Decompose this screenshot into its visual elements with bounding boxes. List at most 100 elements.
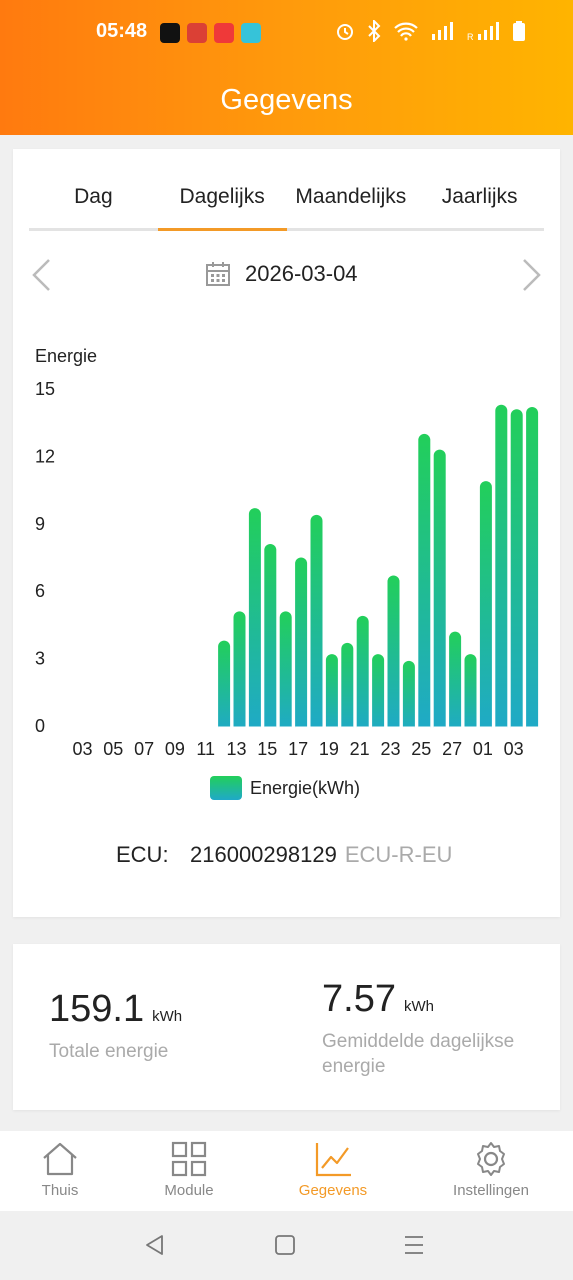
todoist-icon (187, 23, 207, 43)
bar-base-mask (279, 726, 292, 735)
nav-label: Instellingen (453, 1182, 529, 1199)
ecu-model: ECU-R-EU (344, 842, 453, 867)
alarm-icon (337, 24, 353, 40)
home-button-icon[interactable] (274, 1233, 296, 1257)
tab-maandelijks[interactable]: Maandelijks (287, 179, 416, 228)
bereal-icon (160, 23, 180, 43)
x-tick-label: 27 (442, 739, 462, 759)
grid-icon (171, 1141, 207, 1177)
bar-17[interactable] (295, 557, 308, 733)
status-bar: 05:48 R (0, 14, 573, 50)
ecu-id: 216000298129 (190, 842, 337, 867)
x-tick-label: 03 (504, 739, 524, 759)
bar-04[interactable] (526, 406, 539, 732)
ecu-info: ECU: 216000298129 ECU-R-EU (116, 842, 452, 868)
stats-card: 159.1 kWh Totale energie 7.57 kWh Gemiddel… (13, 944, 560, 1110)
nav-item-instellingen[interactable]: Instellingen (426, 1131, 556, 1211)
average-energy-unit: kWh (403, 998, 434, 1015)
bar-13[interactable] (233, 611, 246, 732)
selected-date: 2026-03-04 (245, 261, 358, 286)
bar-12[interactable] (218, 640, 231, 732)
tab-label: Dag (74, 185, 113, 208)
average-energy-value: 7.57 (322, 978, 396, 1020)
page-title: Gegevens (220, 84, 353, 116)
bar-02[interactable] (495, 404, 508, 732)
bar-21[interactable] (356, 615, 369, 732)
total-energy-stat: 159.1 kWh Totale energie (49, 988, 182, 1064)
bar-base-mask (218, 726, 231, 735)
home-icon (43, 1142, 77, 1176)
vivaldi-icon (214, 23, 234, 43)
x-tick-label: 05 (103, 739, 123, 759)
bar-03[interactable] (510, 409, 523, 732)
tab-label: Jaarlijks (441, 185, 518, 208)
wifi-icon (394, 22, 418, 41)
nav-item-gegevens[interactable]: Gegevens (268, 1131, 398, 1211)
chart-icon (315, 1143, 351, 1177)
x-tick-label: 09 (165, 739, 185, 759)
menu-icon[interactable] (403, 1233, 425, 1257)
bar-base-mask (387, 726, 400, 735)
y-tick-label: 0 (35, 716, 45, 736)
bar-base-mask (372, 726, 385, 735)
total-energy-label: Totale energie (49, 1041, 169, 1062)
tab-label: Dagelijks (179, 185, 265, 208)
bar-23[interactable] (387, 575, 400, 732)
bar-18[interactable] (310, 514, 323, 732)
bar-base-mask (418, 726, 431, 735)
total-energy-unit: kWh (152, 1008, 183, 1025)
bar-22[interactable] (372, 654, 385, 732)
x-tick-label: 19 (319, 739, 339, 759)
bar-16[interactable] (279, 611, 292, 732)
date-navigator: 2026-03-04 (13, 249, 560, 301)
bar-14[interactable] (248, 508, 261, 732)
bar-base-mask (433, 726, 446, 735)
tab-dag[interactable]: Dag (29, 179, 158, 228)
bar-25[interactable] (418, 433, 431, 732)
date-picker[interactable]: 2026-03-04 (205, 261, 358, 287)
back-icon[interactable] (143, 1233, 165, 1257)
system-icons: R (335, 20, 525, 42)
x-tick-label: 03 (72, 739, 92, 759)
next-date-button[interactable] (516, 257, 546, 293)
status-time: 05:48 (96, 20, 148, 42)
cloud-app-icon (241, 23, 261, 43)
bar-15[interactable] (264, 544, 277, 732)
bar-26[interactable] (433, 449, 446, 732)
system-navigation-bar (0, 1211, 573, 1280)
bar-20[interactable] (341, 642, 354, 732)
bar-01[interactable] (479, 481, 492, 732)
bar-base-mask (233, 726, 246, 735)
bar-27[interactable] (449, 631, 462, 732)
bar-base-mask (526, 726, 539, 735)
y-tick-label: 9 (35, 514, 45, 534)
x-tick-label: 25 (411, 739, 431, 759)
y-axis-label: Energie (35, 346, 97, 366)
bar-base-mask (464, 726, 477, 735)
bar-28[interactable] (464, 654, 477, 732)
tab-dagelijks[interactable]: Dagelijks (157, 179, 287, 231)
x-tick-label: 21 (350, 739, 370, 759)
notification-icons (160, 23, 261, 43)
roaming-signal-icon: R (467, 22, 499, 41)
bar-19[interactable] (325, 654, 338, 732)
bar-base-mask (402, 726, 415, 735)
previous-date-button[interactable] (27, 257, 57, 293)
average-energy-label: Gemiddelde dagelijkse energie (322, 1031, 515, 1077)
bar-base-mask (325, 726, 338, 735)
tab-jaarlijks[interactable]: Jaarlijks (415, 179, 544, 228)
total-energy-value: 159.1 (49, 988, 145, 1030)
bar-base-mask (510, 726, 523, 735)
nav-item-module[interactable]: Module (124, 1131, 254, 1211)
app-header: 05:48 R Gegevens (0, 0, 573, 135)
y-tick-label: 12 (35, 446, 55, 466)
y-tick-label: 3 (35, 649, 45, 669)
y-tick-label: 15 (35, 379, 55, 399)
gear-icon (477, 1142, 505, 1176)
nav-item-thuis[interactable]: Thuis (0, 1131, 125, 1211)
x-tick-label: 23 (380, 739, 400, 759)
tab-label: Maandelijks (295, 185, 407, 208)
x-tick-label: 01 (473, 739, 493, 759)
bar-24[interactable] (402, 660, 415, 732)
